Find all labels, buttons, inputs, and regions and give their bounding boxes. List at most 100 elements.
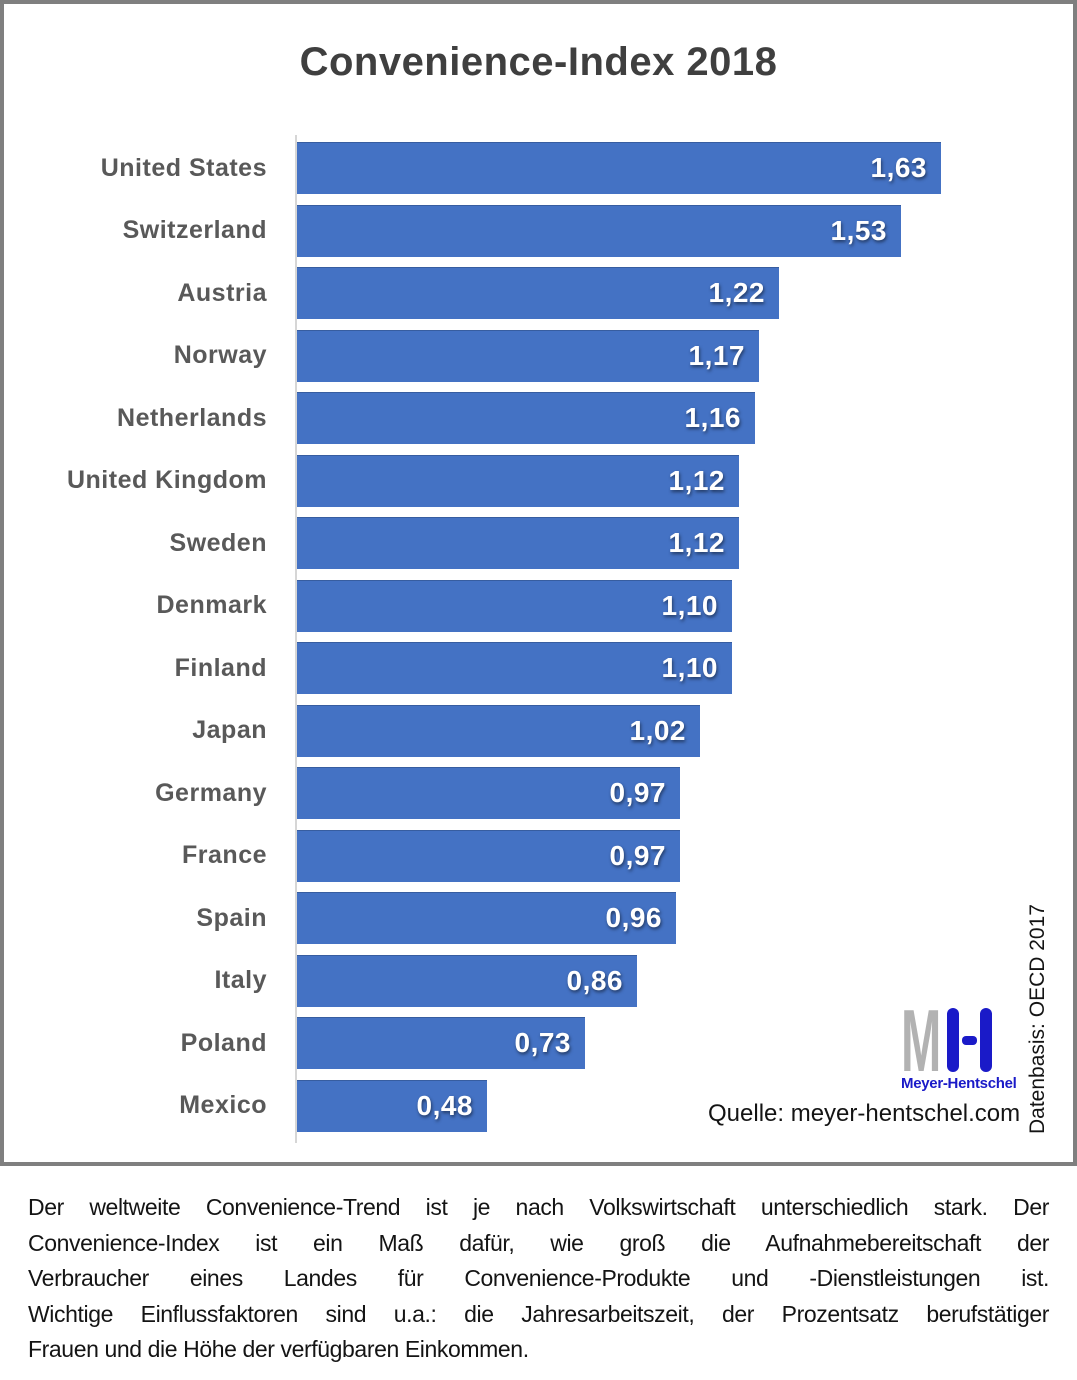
chart-frame: Convenience-Index 2018 United States 1,63… bbox=[0, 0, 1077, 1166]
bar: 1,10 bbox=[297, 642, 732, 695]
bar-track: 0,96 bbox=[297, 892, 1073, 945]
bar-track: 0,97 bbox=[297, 829, 1073, 882]
bar: 0,96 bbox=[297, 892, 676, 945]
bar-track: 1,53 bbox=[297, 204, 1073, 257]
bar: 1,02 bbox=[297, 704, 700, 757]
category-label: Italy bbox=[214, 966, 267, 995]
bar-track: 0,86 bbox=[297, 954, 1073, 1007]
bar: 1,10 bbox=[297, 579, 732, 632]
chart-row: France 0,97 bbox=[4, 825, 1073, 888]
category-label: Germany bbox=[155, 778, 267, 807]
value-label: 0,96 bbox=[605, 902, 662, 934]
value-label: 1,63 bbox=[870, 152, 927, 184]
bar: 1,16 bbox=[297, 392, 755, 445]
bar-track: 1,22 bbox=[297, 267, 1073, 320]
bar: 1,22 bbox=[297, 267, 779, 320]
category-label: Netherlands bbox=[117, 403, 267, 432]
category-label: Japan bbox=[192, 716, 267, 745]
description: Der weltweite Convenience-Trend ist je n… bbox=[28, 1190, 1049, 1368]
description-line: Frauen und die Höhe der verfügbaren Eink… bbox=[28, 1336, 529, 1362]
bar-track: 0,48 bbox=[297, 1079, 1073, 1132]
bar: 0,73 bbox=[297, 1017, 585, 1070]
description-line: Verbraucher eines Landes für Convenience… bbox=[28, 1265, 1049, 1291]
bar: 1,12 bbox=[297, 454, 739, 507]
bar: 1,12 bbox=[297, 517, 739, 570]
bar: 0,48 bbox=[297, 1079, 487, 1132]
value-label: 1,12 bbox=[668, 464, 725, 496]
chart-row: Sweden 1,12 bbox=[4, 512, 1073, 575]
category-label: United Kingdom bbox=[66, 466, 267, 495]
description-line: Wichtige Einflussfaktoren sind u.a.: die… bbox=[28, 1300, 1049, 1327]
value-label: 0,73 bbox=[514, 1027, 571, 1059]
value-label: 1,10 bbox=[661, 652, 718, 684]
chart-row: Norway 1,17 bbox=[4, 325, 1073, 388]
source-label: Quelle: meyer-hentschel.com bbox=[708, 1100, 1021, 1127]
value-label: 0,48 bbox=[416, 1089, 473, 1121]
category-label: Poland bbox=[180, 1028, 267, 1057]
bar: 1,63 bbox=[297, 142, 941, 195]
bar-track: 1,16 bbox=[297, 392, 1073, 445]
logo-letter-m: M bbox=[901, 991, 942, 1090]
bar-chart: United States 1,63 Switzerland 1,53 Austria 1… bbox=[4, 137, 1073, 1137]
logo-wordmark: Meyer-Hentschel bbox=[901, 1075, 1017, 1092]
category-label: United States bbox=[100, 153, 267, 182]
meyer-hentschel-logo: M Meyer-Hentschel bbox=[901, 991, 1017, 1093]
bar-track: 1,10 bbox=[297, 642, 1073, 695]
chart-row: Netherlands 1,16 bbox=[4, 387, 1073, 450]
logo-h-dash bbox=[962, 1035, 977, 1045]
category-label: Denmark bbox=[156, 591, 267, 620]
bar-track: 0,97 bbox=[297, 767, 1073, 820]
chart-row: Switzerland 1,53 bbox=[4, 200, 1073, 263]
data-basis-label: Datenbasis: OECD 2017 bbox=[1026, 904, 1049, 1134]
description-line: Der weltweite Convenience-Trend ist je n… bbox=[28, 1194, 1049, 1220]
bar: 1,53 bbox=[297, 204, 901, 257]
bar-track: 1,63 bbox=[297, 142, 1073, 195]
value-label: 1,22 bbox=[708, 277, 765, 309]
chart-row: Germany 0,97 bbox=[4, 762, 1073, 825]
bar-track: 1,02 bbox=[297, 704, 1073, 757]
value-label: 1,17 bbox=[688, 339, 745, 371]
bar-track: 1,12 bbox=[297, 517, 1073, 570]
value-label: 1,53 bbox=[830, 214, 887, 246]
value-label: 0,86 bbox=[566, 964, 623, 996]
logo-h-left-bar bbox=[947, 1008, 959, 1072]
category-label: Switzerland bbox=[122, 216, 267, 245]
description-line: Convenience-Index ist ein Maß dafür, wie… bbox=[28, 1229, 1049, 1256]
chart-row: Mexico 0,48 bbox=[4, 1075, 1073, 1138]
category-label: Mexico bbox=[179, 1091, 267, 1120]
category-label: Norway bbox=[173, 341, 267, 370]
value-label: 1,02 bbox=[629, 714, 686, 746]
bar: 1,17 bbox=[297, 329, 759, 382]
y-axis-line bbox=[295, 135, 297, 1143]
chart-title: Convenience-Index 2018 bbox=[299, 40, 778, 84]
category-label: France bbox=[182, 841, 267, 870]
chart-row: Austria 1,22 bbox=[4, 262, 1073, 325]
logo-h-right-bar bbox=[980, 1008, 992, 1072]
chart-row: United Kingdom 1,12 bbox=[4, 450, 1073, 513]
bar: 0,97 bbox=[297, 829, 680, 882]
bar-track: 0,73 bbox=[297, 1017, 1073, 1070]
category-label: Sweden bbox=[169, 528, 267, 557]
bar: 0,97 bbox=[297, 767, 680, 820]
bar-track: 1,10 bbox=[297, 579, 1073, 632]
logo-letter-h-icon bbox=[947, 1008, 992, 1072]
value-label: 0,97 bbox=[609, 839, 666, 871]
value-label: 1,16 bbox=[684, 402, 741, 434]
category-label: Finland bbox=[174, 653, 267, 682]
category-label: Spain bbox=[196, 903, 267, 932]
chart-row: Japan 1,02 bbox=[4, 700, 1073, 763]
chart-row: Poland 0,73 bbox=[4, 1012, 1073, 1075]
chart-row: Finland 1,10 bbox=[4, 637, 1073, 700]
value-label: 1,12 bbox=[668, 527, 725, 559]
chart-row: Spain 0,96 bbox=[4, 887, 1073, 950]
value-label: 1,10 bbox=[661, 589, 718, 621]
bar: 0,86 bbox=[297, 954, 637, 1007]
category-label: Austria bbox=[177, 278, 267, 307]
value-label: 0,97 bbox=[609, 777, 666, 809]
chart-row: Denmark 1,10 bbox=[4, 575, 1073, 638]
chart-row: United States 1,63 bbox=[4, 137, 1073, 200]
chart-row: Italy 0,86 bbox=[4, 950, 1073, 1013]
logo-monogram: M bbox=[901, 991, 1015, 1090]
bar-track: 1,12 bbox=[297, 454, 1073, 507]
bar-track: 1,17 bbox=[297, 329, 1073, 382]
